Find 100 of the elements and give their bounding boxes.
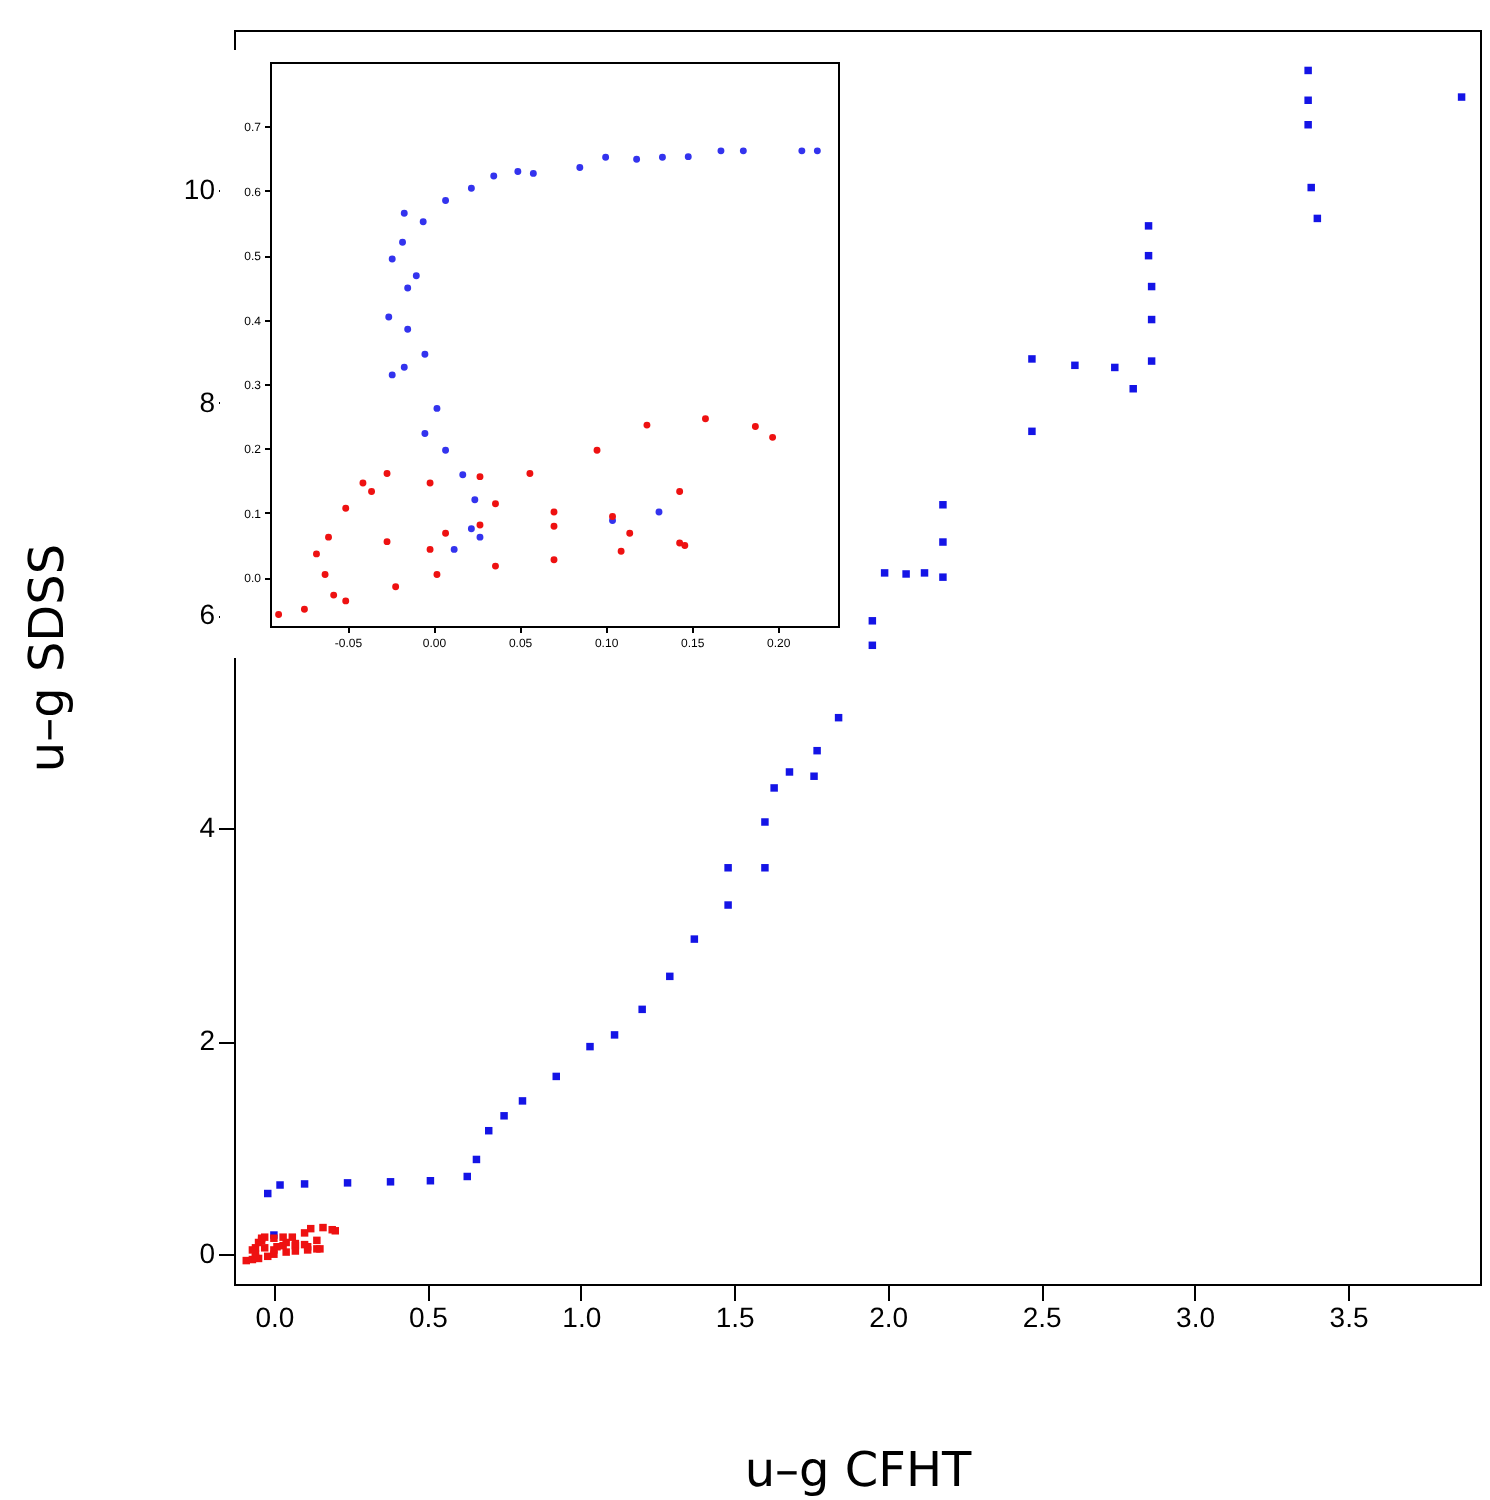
- point: [342, 504, 350, 512]
- point: [275, 610, 283, 618]
- point: [939, 573, 947, 581]
- point: [467, 184, 475, 192]
- point: [676, 539, 684, 547]
- point: [442, 446, 450, 454]
- point: [939, 538, 947, 546]
- point: [1028, 427, 1036, 436]
- point: [476, 533, 484, 541]
- point: [343, 1179, 352, 1187]
- point: [282, 1248, 290, 1256]
- x-tick-label: 1.5: [715, 1301, 756, 1333]
- point: [724, 864, 732, 872]
- x-tick-label: 3.0: [1176, 1301, 1216, 1333]
- point: [724, 901, 732, 909]
- point: [702, 415, 709, 423]
- point: [576, 164, 584, 172]
- y-tick-label: 10: [183, 172, 216, 205]
- point: [810, 772, 818, 780]
- point: [399, 238, 406, 246]
- point: [529, 169, 537, 177]
- point: [518, 1097, 527, 1105]
- point: [421, 430, 429, 437]
- point: [321, 571, 329, 578]
- point: [300, 1180, 309, 1188]
- point: [751, 422, 759, 430]
- point: [500, 1112, 508, 1120]
- point: [920, 569, 929, 577]
- point: [400, 209, 408, 217]
- point: [426, 479, 434, 487]
- point: [450, 545, 458, 553]
- point: [717, 147, 725, 155]
- point: [690, 935, 699, 943]
- point: [666, 972, 674, 981]
- point: [442, 529, 450, 537]
- point: [586, 1042, 594, 1051]
- point: [319, 1223, 327, 1232]
- point: [1304, 121, 1312, 129]
- point: [655, 508, 663, 516]
- point: [300, 605, 308, 613]
- point: [785, 768, 794, 776]
- point: [939, 501, 947, 509]
- point: [1071, 361, 1079, 370]
- point: [1111, 363, 1119, 372]
- point: [813, 746, 821, 755]
- point: [388, 371, 396, 379]
- point: [313, 550, 320, 558]
- point: [550, 508, 558, 516]
- point: [552, 1072, 560, 1081]
- point: [769, 433, 777, 441]
- point: [514, 167, 522, 175]
- point: [550, 522, 558, 530]
- point: [325, 533, 332, 541]
- point: [868, 617, 877, 625]
- point: [426, 545, 434, 553]
- point: [412, 272, 420, 280]
- point: [490, 172, 498, 180]
- point: [880, 569, 889, 577]
- point: [463, 1172, 471, 1181]
- point: [676, 487, 684, 495]
- point: [471, 496, 479, 504]
- y-tick-label: 0: [199, 1237, 216, 1270]
- point: [300, 1229, 309, 1237]
- point: [1147, 357, 1156, 365]
- point: [526, 469, 534, 477]
- point: [1307, 183, 1315, 192]
- point: [1028, 355, 1036, 363]
- point: [313, 1236, 321, 1245]
- point: [593, 446, 601, 454]
- point: [902, 570, 910, 578]
- point: [385, 313, 393, 321]
- point: [798, 147, 806, 155]
- point: [761, 864, 769, 872]
- point: [610, 1031, 619, 1039]
- point: [400, 363, 408, 371]
- point: [681, 542, 689, 549]
- point: [602, 153, 610, 161]
- point: [383, 538, 391, 546]
- y-tick-label: 2: [199, 1024, 216, 1057]
- point: [643, 421, 651, 429]
- y-tick-label: 4: [199, 811, 216, 844]
- point: [260, 1244, 269, 1252]
- point: [739, 147, 747, 155]
- point: [770, 784, 778, 792]
- y-tick-label: 6: [199, 598, 216, 631]
- point: [1457, 93, 1466, 101]
- point: [467, 525, 475, 533]
- point: [1304, 66, 1312, 75]
- x-axis-title: u–g CFHT: [744, 1442, 973, 1499]
- point: [1129, 385, 1137, 393]
- point: [288, 1233, 297, 1241]
- point: [550, 556, 558, 564]
- point: [638, 1005, 646, 1014]
- point: [476, 473, 484, 481]
- point: [276, 1181, 284, 1189]
- point: [419, 218, 427, 226]
- point: [433, 571, 441, 578]
- point: [404, 284, 412, 292]
- point: [684, 153, 692, 161]
- point: [404, 325, 412, 333]
